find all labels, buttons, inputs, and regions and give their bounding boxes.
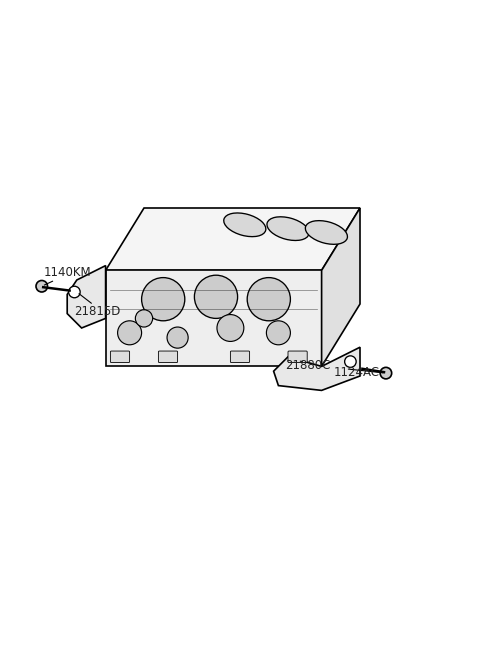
Circle shape <box>266 321 290 345</box>
FancyBboxPatch shape <box>288 351 307 363</box>
Circle shape <box>118 321 142 345</box>
Polygon shape <box>67 266 106 328</box>
Circle shape <box>345 356 356 367</box>
FancyBboxPatch shape <box>230 351 250 363</box>
Text: 1124AC: 1124AC <box>334 367 380 379</box>
Ellipse shape <box>224 213 266 237</box>
Polygon shape <box>274 347 360 390</box>
Circle shape <box>247 277 290 321</box>
Text: 1140KM: 1140KM <box>43 266 91 279</box>
Circle shape <box>217 315 244 341</box>
Circle shape <box>380 367 392 379</box>
Circle shape <box>194 276 238 318</box>
FancyBboxPatch shape <box>158 351 178 363</box>
Text: 21880C: 21880C <box>286 359 331 372</box>
Circle shape <box>142 277 185 321</box>
Polygon shape <box>322 208 360 367</box>
FancyBboxPatch shape <box>110 351 130 363</box>
Circle shape <box>69 286 80 298</box>
Polygon shape <box>106 270 322 367</box>
Ellipse shape <box>267 216 309 241</box>
Text: 21815D: 21815D <box>74 305 121 318</box>
Ellipse shape <box>305 220 348 244</box>
Polygon shape <box>106 208 360 270</box>
Circle shape <box>135 310 153 327</box>
Circle shape <box>36 281 48 292</box>
Circle shape <box>167 327 188 348</box>
